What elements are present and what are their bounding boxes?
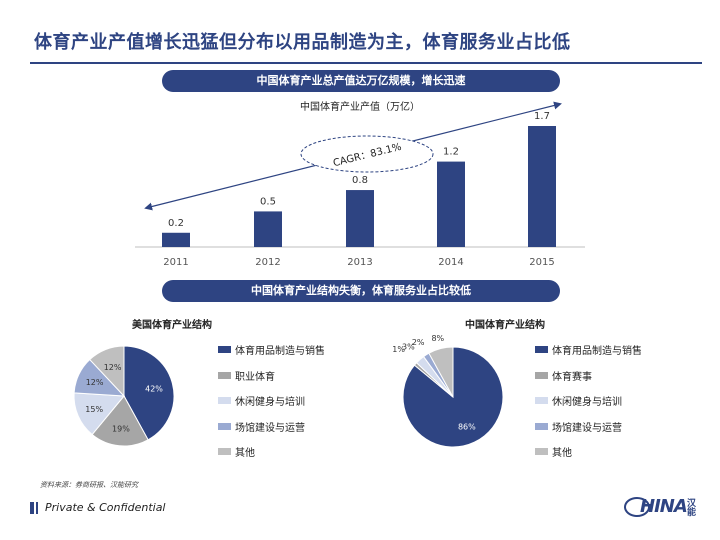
bar-2012 <box>254 211 282 247</box>
pie-value-label: 1% <box>392 345 405 354</box>
pie-value-label: 19% <box>112 424 130 433</box>
pie-value-label: 12% <box>86 378 104 387</box>
bar-value-label: 0.2 <box>168 218 184 229</box>
x-tick-label: 2014 <box>438 257 463 268</box>
page-title: 体育产业产值增长迅猛但分布以用品制造为主，体育服务业占比低 <box>34 32 571 53</box>
x-tick-label: 2011 <box>163 257 188 268</box>
bar-value-label: 1.7 <box>534 111 550 122</box>
banner-bottom: 中国体育产业结构失衡，体育服务业占比较低 <box>162 280 560 302</box>
logo-text: HINA <box>640 496 688 517</box>
legend-swatch <box>535 422 548 430</box>
legend-label: 其他 <box>552 448 572 460</box>
legend-swatch <box>218 397 231 405</box>
legend-item: 职业体育 <box>218 363 325 389</box>
x-tick-label: 2013 <box>347 257 372 268</box>
legend-label: 休闲健身与培训 <box>235 397 305 409</box>
legend-swatch <box>535 448 548 456</box>
pie-slice <box>428 346 454 398</box>
legend-swatch <box>218 422 231 430</box>
bar-2013 <box>346 190 374 247</box>
legend-swatch <box>218 346 231 354</box>
pie-value-label: 12% <box>104 363 122 372</box>
banner-top: 中国体育产业总产值达万亿规模，增长迅速 <box>162 70 560 92</box>
bar-value-label: 0.8 <box>352 175 368 186</box>
pie-slice <box>91 395 149 447</box>
footer-text: Private & Confidential <box>45 501 166 514</box>
x-tick-label: 2012 <box>255 257 280 268</box>
pie-value-label: 86% <box>458 422 476 431</box>
bar-2015 <box>528 126 556 247</box>
legend-item: 体育用品制造与销售 <box>218 337 325 363</box>
legend-item: 休闲健身与培训 <box>218 388 325 414</box>
footer-bar <box>30 502 34 514</box>
legend-label: 休闲健身与培训 <box>552 397 622 409</box>
bar-2014 <box>437 161 465 247</box>
legend-item: 其他 <box>218 439 325 465</box>
legend-item: 场馆建设与运营 <box>535 414 642 440</box>
pie-value-label: 15% <box>85 405 103 414</box>
pie-value-label: 8% <box>431 334 444 343</box>
logo-cn: 汉能 <box>685 498 695 516</box>
legend-label: 体育赛事 <box>552 371 592 383</box>
legend-item: 休闲健身与培训 <box>535 388 642 414</box>
legend-item: 其他 <box>535 439 642 465</box>
footer-bar-thin <box>36 502 38 514</box>
legend-swatch <box>218 371 231 379</box>
bar-value-label: 1.2 <box>443 147 459 158</box>
company-logo: HINA <box>626 496 688 517</box>
pie-value-label: 42% <box>145 384 163 393</box>
legend-item: 体育赛事 <box>535 363 642 389</box>
legend-label: 其他 <box>235 448 255 460</box>
pie-value-label: 3% <box>402 342 415 351</box>
legend-swatch <box>535 346 548 354</box>
pie-cn-title: 中国体育产业结构 <box>465 320 545 331</box>
legend-item: 场馆建设与运营 <box>218 414 325 440</box>
legend-label: 体育用品制造与销售 <box>235 346 325 358</box>
legend-label: 场馆建设与运营 <box>235 422 305 434</box>
pie-slice <box>123 345 175 441</box>
legend-item: 体育用品制造与销售 <box>535 337 642 363</box>
x-tick-label: 2015 <box>529 257 554 268</box>
title-divider <box>30 62 702 64</box>
legend-swatch <box>535 371 548 379</box>
cagr-ellipse <box>300 135 434 173</box>
legend-label: 体育用品制造与销售 <box>552 346 642 358</box>
pie-us-title: 美国体育产业结构 <box>132 320 212 331</box>
legend-swatch <box>218 448 231 456</box>
legend-swatch <box>535 397 548 405</box>
bar-2011 <box>162 232 190 247</box>
pie-slice <box>89 345 125 398</box>
logo-ring-icon <box>624 497 650 517</box>
legend-label: 场馆建设与运营 <box>552 422 622 434</box>
bar-chart: CAGR：83.1% 0.220110.520120.820131.220141… <box>135 101 585 268</box>
legend-us: 体育用品制造与销售 职业体育休闲健身与培训 场馆建设与运营 其他 <box>218 337 325 465</box>
bar-value-label: 0.5 <box>260 196 276 207</box>
pie-value-label: 2% <box>412 338 425 347</box>
legend-cn: 体育用品制造与销售 体育赛事休闲健身与培训 场馆建设与运营 其他 <box>535 337 642 465</box>
source-note: 资料来源：券商研报、汉能研究 <box>40 481 138 489</box>
legend-label: 职业体育 <box>235 371 275 383</box>
